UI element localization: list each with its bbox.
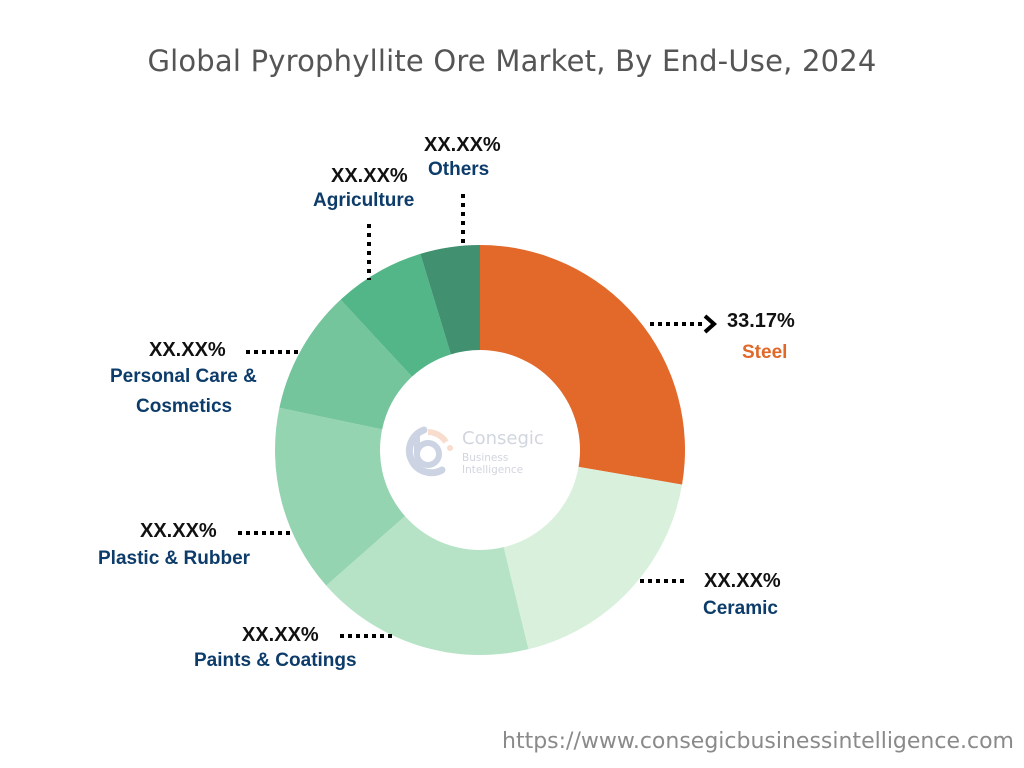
slice-paints-coatings xyxy=(326,516,529,655)
agriculture-label: Agriculture xyxy=(313,190,415,211)
personal-care-value: XX.XX% xyxy=(149,339,226,361)
ceramic-label: Ceramic xyxy=(703,598,778,619)
others-value: XX.XX% xyxy=(424,134,501,156)
slice-others xyxy=(420,245,480,355)
plastic-label: Plastic & Rubber xyxy=(98,548,251,569)
logo-mark-icon xyxy=(405,426,453,477)
personal-care-leader-line xyxy=(246,350,302,354)
slice-plastic-rubber xyxy=(274,407,405,586)
logo-subtitle: Business Intelligence xyxy=(462,452,524,476)
slice-agriculture xyxy=(340,253,451,377)
slice-ceramic xyxy=(503,466,683,650)
steel-value: 33.17% xyxy=(727,310,795,332)
steel-label: Steel xyxy=(742,342,788,363)
slice-personal-care-cosmetics xyxy=(279,299,413,430)
personal-care-label-line2: Cosmetics xyxy=(136,396,233,417)
paints-value: XX.XX% xyxy=(242,624,319,646)
agriculture-leader-line xyxy=(367,224,371,280)
footer-url[interactable]: https://www.consegicbusinessintelligence… xyxy=(502,729,1014,754)
chart-title: Global Pyrophyllite Ore Market, By End-U… xyxy=(147,44,877,78)
personal-care-label-line1: Personal Care & xyxy=(110,366,257,387)
paints-label: Paints & Coatings xyxy=(194,650,357,671)
steel-leader-line xyxy=(650,322,704,326)
agriculture-value: XX.XX% xyxy=(331,165,408,187)
slice-steel xyxy=(480,245,686,485)
plastic-value: XX.XX% xyxy=(140,520,217,542)
consegic-logo: Consegic Business Intelligence xyxy=(398,424,568,480)
ceramic-value: XX.XX% xyxy=(704,570,781,592)
plastic-leader-line xyxy=(238,531,294,535)
arrow-right-icon xyxy=(703,314,718,334)
paints-leader-line xyxy=(340,634,392,638)
others-leader-line xyxy=(461,194,465,246)
ceramic-leader-line xyxy=(640,579,688,583)
logo-name: Consegic xyxy=(462,428,544,449)
others-label: Others xyxy=(428,159,490,180)
